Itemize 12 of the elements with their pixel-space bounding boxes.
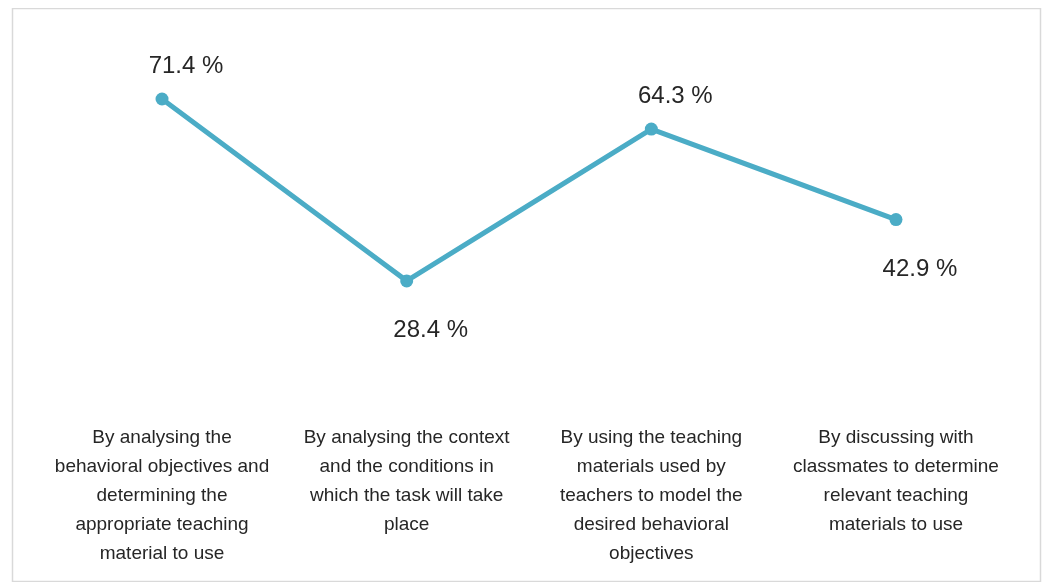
x-tick-label: By analysing the behavioral objectives and determining the appropriate teaching material to use	[54, 426, 270, 563]
data-label: 28.4 %	[393, 314, 469, 342]
point	[400, 274, 414, 288]
x-tick-label: By analysing the context and the conditions in which the task will take place	[303, 426, 511, 534]
x-tick-label: By discussing with classmates to determine relevant teaching materials to use	[793, 426, 999, 534]
data-label: 64.3 %	[637, 81, 713, 109]
x-tick-label: By using the teaching materials used by teachers to model the desired behavioral objectives	[559, 426, 743, 563]
data-label: 71.4 %	[148, 51, 224, 78]
point	[889, 213, 903, 227]
point	[644, 122, 658, 136]
data-label: 42.9 %	[882, 253, 958, 281]
point	[155, 92, 169, 106]
